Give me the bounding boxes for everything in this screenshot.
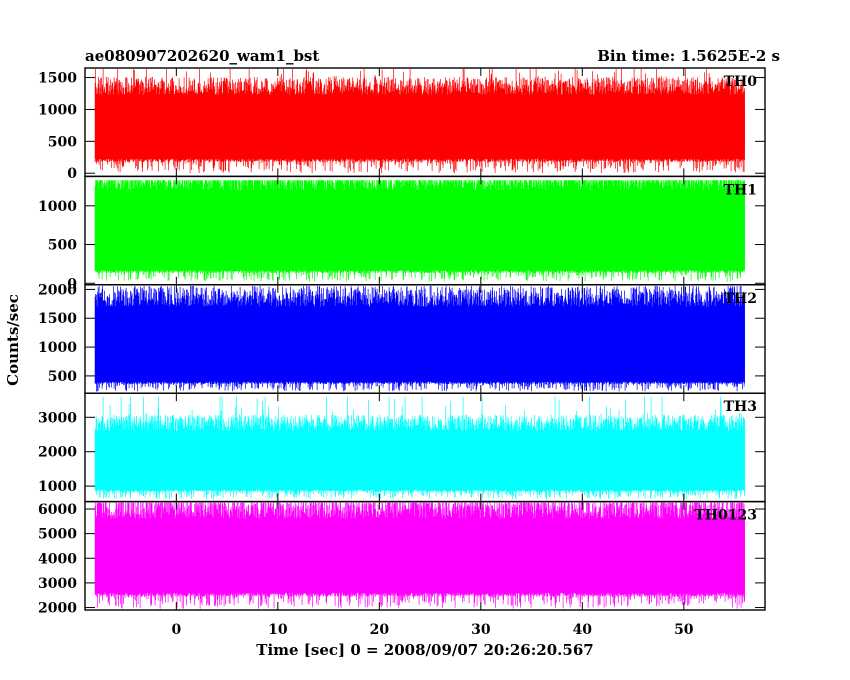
- x-tick-labels: 0 10 20 30 40 50: [171, 622, 693, 638]
- panels-group: 0 500 1000 1500 TH0 0 500 1000 TH1 500 1000 1500 200…: [38, 67, 766, 617]
- y-tick-label-th1: 0: [67, 276, 77, 292]
- y-tick-label-th1: 1000: [38, 199, 77, 215]
- y-tick-label-th3: 3000: [38, 410, 77, 426]
- y-tick-label-th2: 2000: [38, 282, 77, 298]
- y-tick-label-th0: 1000: [38, 102, 77, 118]
- bin-time-label: Bin time: 1.5625E-2 s: [597, 47, 780, 65]
- y-tick-label-th0123: 3000: [38, 576, 77, 592]
- panel-label-th0: TH0: [724, 74, 758, 90]
- y-tick-label-th2: 500: [48, 369, 77, 385]
- x-tick-label: 10: [268, 622, 288, 638]
- x-tick-label: 50: [674, 622, 694, 638]
- y-tick-label-th0123: 5000: [38, 527, 77, 543]
- y-tick-label-th0: 0: [67, 166, 77, 182]
- y-tick-label-th0123: 2000: [38, 601, 77, 617]
- panel-th0123: 2000 3000 4000 5000 6000 TH0123: [38, 500, 766, 617]
- y-tick-label-th3: 1000: [38, 479, 77, 495]
- panel-th0: 0 500 1000 1500 TH0: [38, 67, 766, 182]
- y-tick-label-th0123: 6000: [38, 502, 77, 518]
- chart-title: ae080907202620_wam1_bst: [85, 47, 319, 65]
- series-core-th3: [95, 441, 745, 480]
- y-tick-label-th2: 1000: [38, 340, 77, 356]
- y-tick-label-th1: 500: [48, 238, 77, 254]
- panel-label-th2: TH2: [724, 291, 757, 307]
- panel-th3: 1000 2000 3000 TH3: [38, 392, 766, 503]
- panel-th1: 0 500 1000 TH1: [38, 175, 766, 292]
- x-tick-label: 30: [471, 622, 491, 638]
- x-tick-label: 20: [370, 622, 390, 638]
- panel-frame-th0123: [84, 500, 766, 611]
- y-axis-label: Counts/sec: [4, 294, 22, 386]
- y-tick-label-th0123: 4000: [38, 551, 77, 567]
- series-core-th0: [95, 106, 745, 149]
- y-tick-label-th0: 500: [48, 134, 77, 150]
- x-tick-label: 40: [573, 622, 593, 638]
- panel-label-th3: TH3: [724, 399, 757, 415]
- panel-label-th0123: TH0123: [694, 508, 757, 524]
- y-tick-label-th3: 2000: [38, 445, 77, 461]
- series-core-th2: [95, 320, 745, 370]
- panel-label-th1: TH1: [724, 182, 757, 198]
- x-axis-label: Time [sec] 0 = 2008/09/07 20:26:20.567: [256, 641, 593, 659]
- panel-th2: 500 1000 1500 2000 TH2: [38, 282, 766, 394]
- y-tick-label-th2: 1500: [38, 311, 77, 327]
- series-core-th0123: [95, 531, 745, 580]
- x-tick-label: 0: [171, 622, 181, 638]
- y-tick-label-th0: 1500: [38, 71, 77, 87]
- series-core-th1: [95, 203, 745, 256]
